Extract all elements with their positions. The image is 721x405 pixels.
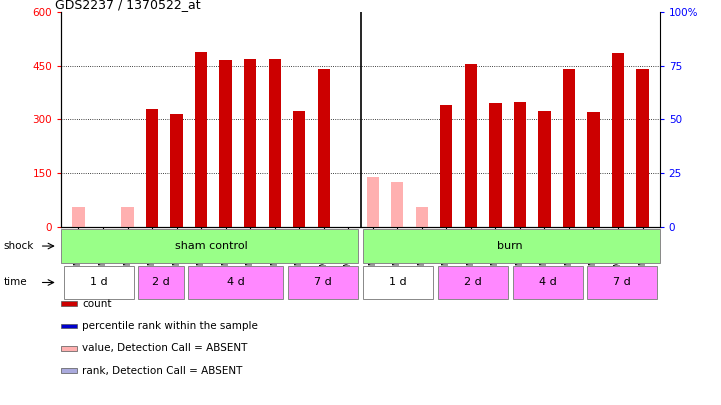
Text: 1 d: 1 d xyxy=(389,277,407,288)
Bar xyxy=(61,229,358,263)
Bar xyxy=(367,177,379,227)
Text: sham control: sham control xyxy=(174,241,247,251)
Text: burn: burn xyxy=(497,241,523,251)
Bar xyxy=(121,207,133,227)
Bar xyxy=(146,109,158,227)
Bar xyxy=(416,207,428,227)
Bar xyxy=(588,112,600,227)
Bar xyxy=(588,266,658,299)
Text: 4 d: 4 d xyxy=(227,277,244,288)
Bar xyxy=(637,69,649,227)
Bar xyxy=(170,114,182,227)
Bar xyxy=(63,266,133,299)
Bar xyxy=(438,266,508,299)
Text: 2 d: 2 d xyxy=(464,277,482,288)
Text: count: count xyxy=(82,299,112,309)
Bar xyxy=(288,266,358,299)
Bar xyxy=(317,69,329,227)
Bar xyxy=(188,266,283,299)
Bar xyxy=(363,266,433,299)
Bar xyxy=(441,105,453,227)
Bar xyxy=(513,266,583,299)
Bar xyxy=(219,60,231,227)
Text: GDS2237 / 1370522_at: GDS2237 / 1370522_at xyxy=(56,0,201,11)
Bar xyxy=(268,59,280,227)
Bar xyxy=(293,111,305,227)
Bar xyxy=(465,64,477,227)
Bar xyxy=(514,102,526,227)
Text: rank, Detection Call = ABSENT: rank, Detection Call = ABSENT xyxy=(82,366,243,375)
Text: value, Detection Call = ABSENT: value, Detection Call = ABSENT xyxy=(82,343,248,353)
Text: 7 d: 7 d xyxy=(314,277,332,288)
Text: 7 d: 7 d xyxy=(614,277,631,288)
Bar xyxy=(195,51,207,227)
Text: time: time xyxy=(4,277,27,288)
Bar xyxy=(392,182,404,227)
Text: 1 d: 1 d xyxy=(90,277,107,288)
Text: 4 d: 4 d xyxy=(539,277,557,288)
Bar xyxy=(363,229,660,263)
Text: 2 d: 2 d xyxy=(152,277,170,288)
Bar xyxy=(563,69,575,227)
Bar xyxy=(72,207,84,227)
Bar xyxy=(244,59,256,227)
Bar xyxy=(490,103,502,227)
Bar xyxy=(138,266,184,299)
Text: shock: shock xyxy=(4,241,34,251)
Bar xyxy=(539,111,551,227)
Text: percentile rank within the sample: percentile rank within the sample xyxy=(82,321,258,331)
Bar xyxy=(612,53,624,227)
